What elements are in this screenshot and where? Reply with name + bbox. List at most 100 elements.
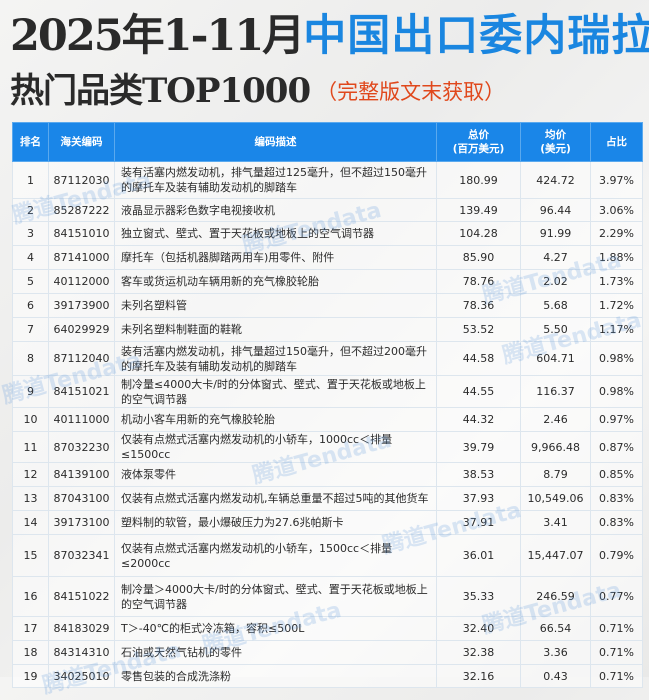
cell-share: 0.71% — [590, 640, 643, 665]
cell-share: 0.71% — [590, 664, 643, 688]
cell-share: 1.73% — [590, 269, 643, 294]
cell-code: 39173900 — [48, 293, 115, 318]
cell-share: 0.77% — [590, 576, 643, 617]
cell-total: 38.53 — [436, 462, 521, 487]
table-row: 13 87043100 仅装有点燃式活塞内燃发动机,车辆总重量不超过5吨的其他货车 3… — [12, 486, 643, 511]
cell-share: 2.29% — [590, 221, 643, 246]
cell-total: 104.28 — [436, 221, 521, 246]
table-row: 6 39173900 未列名塑料管 78.36 5.68 1.72% — [12, 293, 643, 318]
cell-avg: 2.46 — [520, 407, 591, 432]
cell-rank: 1 — [12, 161, 49, 199]
cell-code: 87032230 — [48, 431, 115, 463]
cell-total: 35.33 — [436, 576, 521, 617]
cell-desc: 仅装有点燃式活塞内燃发动机的小轿车，1000cc＜排量≤1500cc — [114, 431, 437, 463]
table-row: 18 84314310 石油或天然气钻机的零件 32.38 3.36 0.71% — [12, 640, 643, 665]
cell-share: 0.98% — [590, 375, 643, 408]
cell-code: 84314310 — [48, 640, 115, 665]
cell-code: 40111000 — [48, 407, 115, 432]
cell-avg: 15,447.07 — [520, 534, 591, 577]
cell-desc: 零售包装的合成洗涤粉 — [114, 664, 437, 688]
top-categories-table: 排名 海关编码 编码描述 总价 (百万美元) 均价 (美元) 占比 1 87112… — [12, 122, 643, 688]
cell-desc: 塑料制的软管，最小爆破压力为27.6兆帕斯卡 — [114, 510, 437, 535]
table-row: 17 84183029 T＞-40℃的柜式冷冻箱，容积≤500L 32.40 66.54… — [12, 616, 643, 641]
table-row: 9 84151021 制冷量≤4000大卡/时的分体窗式、壁式、置于天花板或地板上的… — [12, 375, 643, 408]
cell-share: 0.85% — [590, 462, 643, 487]
cell-rank: 19 — [12, 664, 49, 688]
cell-rank: 14 — [12, 510, 49, 535]
cell-code: 85287222 — [48, 198, 115, 222]
cell-share: 0.97% — [590, 407, 643, 432]
cell-desc: 独立窗式、壁式、置于天花板或地板上的空气调节器 — [114, 221, 437, 246]
cell-rank: 18 — [12, 640, 49, 665]
title-topic: 中国出口委内瑞拉 — [303, 11, 649, 61]
cell-rank: 11 — [12, 431, 49, 463]
cell-code: 39173100 — [48, 510, 115, 535]
cell-code: 84151021 — [48, 375, 115, 408]
table-row: 16 84151022 制冷量＞4000大卡/时的分体窗式、壁式、置于天花板或地板上… — [12, 576, 643, 617]
cell-share: 0.83% — [590, 510, 643, 535]
cell-rank: 9 — [12, 375, 49, 408]
cell-desc: 液晶显示器彩色数字电视接收机 — [114, 198, 437, 222]
cell-avg: 3.36 — [520, 640, 591, 665]
cell-share: 1.17% — [590, 317, 643, 342]
cell-rank: 7 — [12, 317, 49, 342]
cell-total: 44.55 — [436, 375, 521, 408]
cell-desc: 制冷量≤4000大卡/时的分体窗式、壁式、置于天花板或地板上的空气调节器 — [114, 375, 437, 408]
cell-code: 40112000 — [48, 269, 115, 294]
cell-total: 44.32 — [436, 407, 521, 432]
table-row: 2 85287222 液晶显示器彩色数字电视接收机 139.49 96.44 3.06% — [12, 198, 643, 222]
cell-code: 84183029 — [48, 616, 115, 641]
table-row: 10 40111000 机动小客车用新的充气橡胶轮胎 44.32 2.46 0.97% — [12, 407, 643, 432]
cell-rank: 15 — [12, 534, 49, 577]
cell-code: 84139100 — [48, 462, 115, 487]
cell-code: 84151010 — [48, 221, 115, 246]
title-period: 2025年1-11月 — [10, 11, 305, 61]
cell-desc: 未列名塑料管 — [114, 293, 437, 318]
cell-desc: 未列名塑料制鞋面的鞋靴 — [114, 317, 437, 342]
cell-avg: 604.71 — [520, 341, 591, 376]
cell-share: 0.71% — [590, 616, 643, 641]
cell-code: 87141000 — [48, 245, 115, 270]
main-title: 2025年1-11月中国出口委内瑞拉 — [10, 6, 649, 66]
cell-code: 87112030 — [48, 161, 115, 199]
header-desc: 编码描述 — [114, 122, 437, 162]
cell-desc: 仅装有点燃式活塞内燃发动机的小轿车，1500cc＜排量≤2000cc — [114, 534, 437, 577]
cell-total: 36.01 — [436, 534, 521, 577]
cell-rank: 2 — [12, 198, 49, 222]
cell-avg: 66.54 — [520, 616, 591, 641]
subtitle: 热门品类TOP1000 （完整版文末获取） — [10, 66, 505, 117]
cell-code: 87112040 — [48, 341, 115, 376]
cell-share: 3.97% — [590, 161, 643, 199]
cell-share: 1.88% — [590, 245, 643, 270]
cell-avg: 3.41 — [520, 510, 591, 535]
cell-share: 0.98% — [590, 341, 643, 376]
subtitle-note: （完整版文末获取） — [316, 80, 506, 104]
cell-code: 87043100 — [48, 486, 115, 511]
cell-avg: 246.59 — [520, 576, 591, 617]
cell-total: 32.38 — [436, 640, 521, 665]
cell-desc: 摩托车（包括机器脚踏两用车)用零件、附件 — [114, 245, 437, 270]
header-avg: 均价 (美元) — [520, 122, 591, 162]
cell-total: 85.90 — [436, 245, 521, 270]
cell-desc: 机动小客车用新的充气橡胶轮胎 — [114, 407, 437, 432]
header-total: 总价 (百万美元) — [436, 122, 521, 162]
cell-rank: 3 — [12, 221, 49, 246]
table-header: 排名 海关编码 编码描述 总价 (百万美元) 均价 (美元) 占比 — [12, 122, 643, 162]
cell-total: 32.40 — [436, 616, 521, 641]
cell-desc: 液体泵零件 — [114, 462, 437, 487]
subtitle-text: 热门品类TOP1000 — [10, 71, 311, 111]
cell-code: 84151022 — [48, 576, 115, 617]
table-row: 7 64029929 未列名塑料制鞋面的鞋靴 53.52 5.50 1.17% — [12, 317, 643, 342]
cell-desc: T＞-40℃的柜式冷冻箱，容积≤500L — [114, 616, 437, 641]
cell-avg: 10,549.06 — [520, 486, 591, 511]
cell-desc: 石油或天然气钻机的零件 — [114, 640, 437, 665]
cell-total: 44.58 — [436, 341, 521, 376]
cell-code: 87032341 — [48, 534, 115, 577]
cell-rank: 8 — [12, 341, 49, 376]
cell-total: 53.52 — [436, 317, 521, 342]
table-row: 1 87112030 装有活塞内燃发动机，排气量超过125毫升，但不超过150毫升的… — [12, 161, 643, 199]
cell-avg: 5.50 — [520, 317, 591, 342]
cell-desc: 客车或货运机动车辆用新的充气橡胶轮胎 — [114, 269, 437, 294]
cell-rank: 6 — [12, 293, 49, 318]
cell-total: 78.36 — [436, 293, 521, 318]
